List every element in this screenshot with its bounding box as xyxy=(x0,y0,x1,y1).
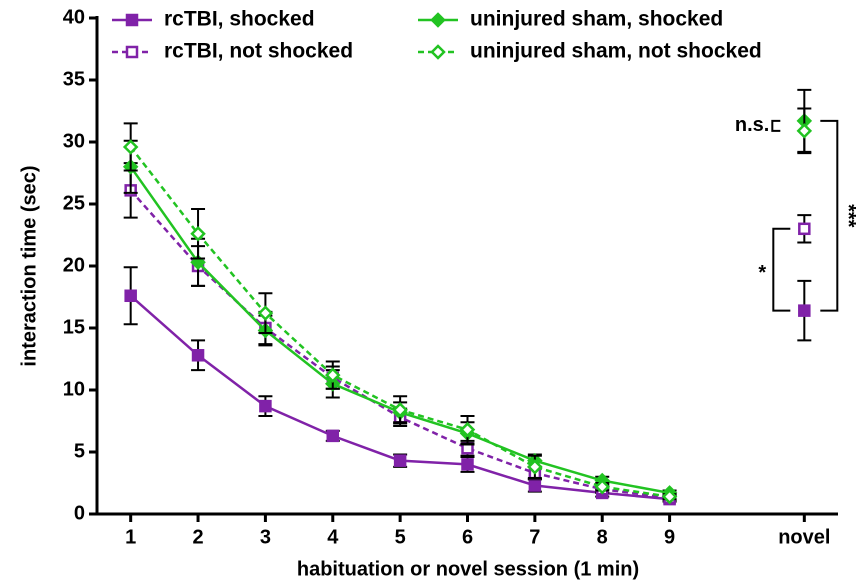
marker xyxy=(191,349,205,362)
marker xyxy=(527,459,543,475)
legend-label: uninjured sham, shocked xyxy=(470,8,723,31)
marker xyxy=(661,488,678,505)
bracket xyxy=(772,227,791,312)
marker xyxy=(190,225,206,242)
legend-label: uninjured sham, not shocked xyxy=(470,40,762,63)
legend-label: rcTBI, shocked xyxy=(164,8,315,31)
x-tick-label: 2 xyxy=(192,526,203,548)
series-line xyxy=(129,166,670,495)
marker xyxy=(124,289,137,303)
x-tick-label: 3 xyxy=(260,526,271,548)
x-tick-label: 1 xyxy=(125,526,136,548)
x-tick-label: novel xyxy=(778,526,830,548)
y-tick-label: 40 xyxy=(63,6,85,28)
legend-marker xyxy=(430,44,446,60)
y-tick-label: 20 xyxy=(63,254,85,276)
series-line xyxy=(129,146,670,498)
annotation: n.s. xyxy=(735,114,769,136)
y-tick-label: 5 xyxy=(74,440,85,462)
legend-marker xyxy=(430,12,446,28)
marker xyxy=(459,421,476,438)
x-tick-label: 4 xyxy=(327,526,339,548)
bracket xyxy=(771,119,781,132)
x-tick-label: 7 xyxy=(529,526,540,548)
x-tick-label: 5 xyxy=(395,526,406,548)
legend-marker xyxy=(125,45,139,59)
marker xyxy=(257,305,274,321)
marker xyxy=(528,479,542,492)
marker xyxy=(393,454,407,467)
y-tick-label: 30 xyxy=(63,130,85,152)
bracket xyxy=(820,119,839,312)
marker xyxy=(798,304,811,317)
marker xyxy=(122,139,139,155)
marker xyxy=(796,123,813,139)
y-tick-label: 15 xyxy=(63,316,85,338)
y-tick-label: 10 xyxy=(63,378,85,400)
marker xyxy=(461,458,474,471)
legend-label: rcTBI, not shocked xyxy=(164,40,353,63)
y-tick-label: 35 xyxy=(63,68,85,90)
marker xyxy=(798,222,811,236)
x-tick-label: 6 xyxy=(462,526,473,548)
marker xyxy=(259,399,272,413)
x-tick-label: 8 xyxy=(597,526,608,548)
annotation: * xyxy=(758,262,766,284)
y-axis-label: interaction time (sec) xyxy=(18,165,40,366)
y-tick-label: 0 xyxy=(74,502,85,524)
marker xyxy=(594,478,610,495)
marker xyxy=(325,367,341,383)
x-tick-label: 9 xyxy=(664,526,675,548)
y-tick-label: 25 xyxy=(63,192,85,214)
marker xyxy=(326,429,340,443)
legend-marker xyxy=(125,13,139,27)
series-line xyxy=(129,189,670,500)
marker xyxy=(392,402,408,418)
annotation: *** xyxy=(837,204,857,228)
x-axis-label: habituation or novel session (1 min) xyxy=(297,558,639,580)
